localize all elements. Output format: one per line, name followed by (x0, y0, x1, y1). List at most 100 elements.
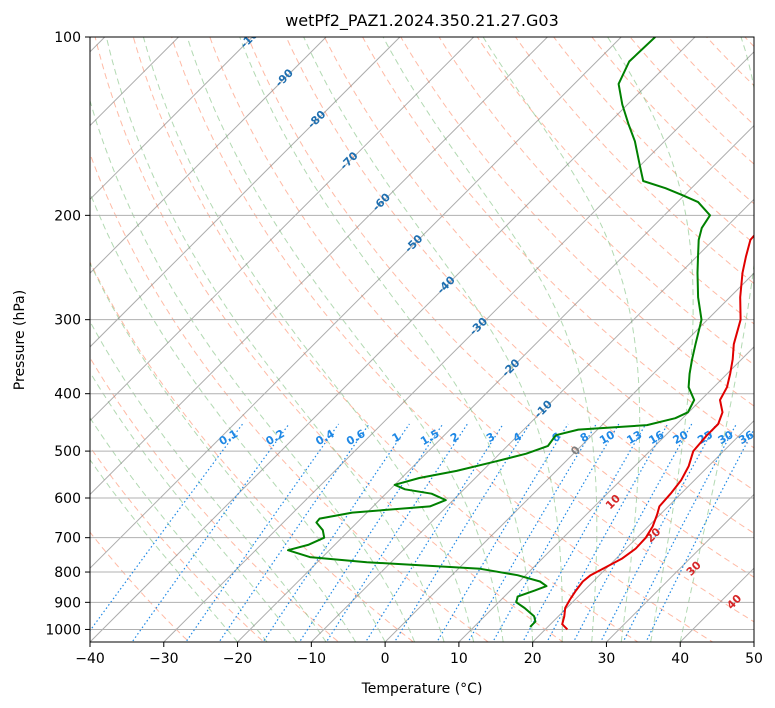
isotherm-line (384, 272, 754, 642)
moist-adiabat-line (90, 416, 268, 642)
x-tick-label: 20 (524, 651, 542, 667)
moist-adiabat-line (239, 37, 534, 642)
isotherm-line (606, 493, 754, 642)
mixing-ratio-label: 0.1 (217, 427, 240, 448)
line-labels: 0.1 0.2 0.4 0.6 1 1.5 2 3 4 6 8 10 13 16 20 25 30 36-100-… (217, 37, 756, 612)
isotherm-line (90, 37, 253, 201)
y-tick-label: 700 (54, 531, 81, 547)
isotherm-line (90, 37, 401, 348)
isotherm-line (458, 346, 754, 642)
moist-adiabat-line (482, 37, 641, 642)
mixing-ratio-label: 4 (511, 430, 524, 445)
y-tick-label: 100 (54, 30, 81, 46)
isotherm-line (310, 198, 754, 642)
moist-adiabat-line (382, 37, 598, 642)
moist-adiabat-line (90, 320, 327, 642)
dewpoint-profile-line (287, 37, 711, 628)
moist-adiabat-line (186, 37, 504, 642)
dry-adiabat-line (209, 37, 754, 623)
dry-adiabat-line (667, 37, 754, 126)
mixing-ratio-line (599, 423, 717, 642)
moist-adiabat-line (607, 37, 694, 642)
dry-adiabat-line (94, 37, 564, 642)
isotherm-line (532, 419, 754, 642)
x-tick-label: −10 (297, 651, 327, 667)
y-tick-label: 600 (54, 491, 81, 507)
y-tick-label: 400 (54, 387, 81, 403)
dry-adiabat-line (514, 37, 754, 285)
moist-adiabat-line (90, 458, 238, 642)
dry-adiabat-line (744, 37, 754, 48)
dry-adiabat-line (90, 446, 265, 642)
background-lines (90, 10, 775, 654)
x-tick-label: −40 (75, 651, 105, 667)
mixing-ratio-line (436, 423, 569, 642)
x-tick-label: −30 (149, 651, 179, 667)
moist-adiabat-line (105, 37, 445, 642)
mixing-ratio-label: 16 (647, 428, 667, 447)
mixing-ratio-label: 20 (671, 428, 691, 447)
mixing-ratio-label: 1.5 (418, 427, 441, 448)
mixing-ratio-line (622, 423, 737, 642)
isotherm-line (90, 37, 622, 569)
isotherm-line (163, 51, 754, 642)
x-tick-label: 30 (598, 651, 616, 667)
mixing-ratio-label: 30 (716, 428, 736, 447)
mixing-ratio-label: 13 (624, 428, 644, 447)
moist-adiabat-line (142, 37, 475, 642)
chart-title: wetPf2_PAZ1.2024.350.21.27.G03 (285, 11, 559, 31)
x-axis: −40 −30 −20 −10 0 10 20 30 40 50 (75, 642, 763, 667)
moist-adiabat-line (90, 371, 298, 642)
mixing-ratio-line (218, 423, 370, 642)
y-axis-label: Pressure (hPa) (12, 290, 28, 390)
x-tick-label: 10 (450, 651, 468, 667)
isotherm-line (90, 37, 696, 642)
dry-adiabat-line (476, 37, 754, 325)
mixing-ratio-label: 0.2 (263, 427, 286, 448)
isotherm-label: -70 (337, 149, 360, 172)
x-axis-label: Temperature (°C) (361, 681, 483, 697)
dry-adiabat-line (247, 37, 754, 578)
y-tick-label: 300 (54, 313, 81, 329)
dry-adiabat-line (757, 10, 775, 654)
y-tick-label: 800 (54, 565, 81, 581)
y-tick-label: 500 (54, 444, 81, 460)
dry-adiabat-line (400, 37, 754, 407)
mixing-ratio-line (185, 423, 340, 642)
temperature-profile-line (561, 234, 754, 631)
isotherm-line (90, 37, 327, 274)
mixing-ratio-label: 0.6 (344, 427, 368, 448)
moist-adiabat-line (303, 37, 563, 642)
mixing-ratio-line (131, 423, 290, 642)
mixing-ratio-label: 2 (448, 430, 461, 445)
x-tick-label: 0 (381, 651, 390, 667)
dry-adiabat-line (90, 356, 340, 642)
isotherm-label: -40 (435, 273, 458, 296)
mixing-ratio-line (645, 428, 754, 642)
dry-adiabat-line (323, 37, 754, 491)
mixing-ratio-line (492, 423, 620, 642)
mixing-ratio-line (393, 423, 531, 642)
dry-adiabat-line (362, 37, 754, 449)
mixing-ratio-label: 1 (390, 430, 403, 445)
mixing-ratio-label: 6 (549, 430, 562, 445)
moist-adiabat-line (90, 191, 386, 642)
dry-adiabat-line (132, 37, 639, 642)
y-tick-label: 200 (54, 208, 81, 224)
dry-adiabat-line (90, 531, 190, 642)
plot-frame (89, 36, 755, 643)
isotherm-label: -30 (467, 315, 490, 338)
dry-adiabat-line (90, 260, 415, 642)
dry-adiabat-line (591, 37, 754, 205)
moist-adiabat-line (679, 37, 754, 642)
y-axis: 100 200 300 400 500 600 700 800 900 1000 (45, 30, 90, 638)
mixing-ratio-label: 36 (736, 428, 756, 447)
dry-adiabat-line (705, 37, 754, 87)
x-tick-label: −20 (223, 651, 253, 667)
y-tick-label: 900 (54, 595, 81, 611)
moist-adiabat-line (90, 262, 357, 642)
mixing-ratio-line (262, 423, 410, 642)
isotherm-line (679, 567, 754, 642)
profiles (287, 37, 754, 631)
